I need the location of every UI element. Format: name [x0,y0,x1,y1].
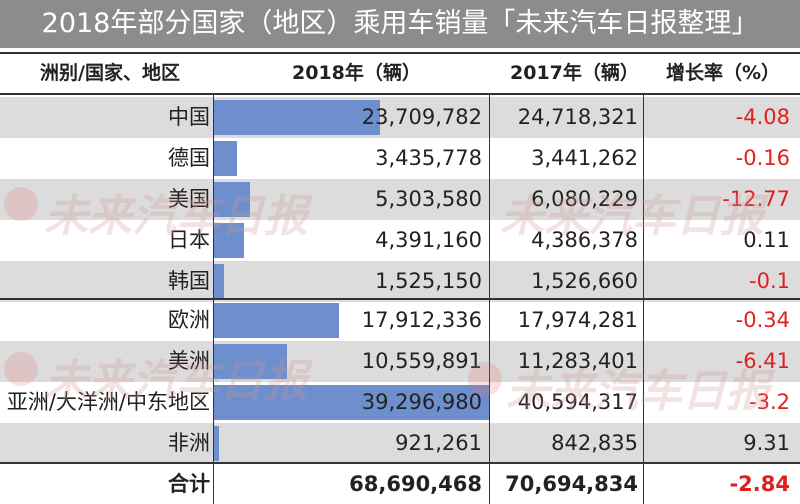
table-row: 美洲 10,559,891 11,283,401 -6.41 [0,341,800,382]
cell-2018: 23,709,782 [361,105,482,129]
cell-growth: 9.31 [743,431,790,455]
cell-growth: -0.34 [735,308,790,332]
bar-2018 [213,141,237,176]
header-2017: 2017年（辆） [510,62,639,84]
cell-2018: 17,912,336 [361,308,482,332]
cell-2017: 1,526,660 [531,269,638,293]
cell-growth: 0.11 [743,228,790,252]
cell-2017: 17,974,281 [517,308,638,332]
total-divider [0,462,800,464]
bar-2018 [213,264,224,299]
cell-2018: 3,435,778 [375,146,482,170]
cell-growth: -12.77 [722,187,790,211]
cell-growth: -6.41 [735,349,790,373]
group-divider [0,298,800,300]
cell-2017: 24,718,321 [517,105,638,129]
table-row: 德国 3,435,778 3,441,262 -0.16 [0,138,800,179]
header-growth: 增长率（%） [666,62,781,84]
total-label: 合计 [168,472,210,496]
total-row: 合计 68,690,468 70,694,834 -2.84 [0,464,800,504]
cell-region: 韩国 [168,269,210,293]
cell-2018: 921,261 [395,431,482,455]
cell-growth: -3.2 [749,390,790,414]
bar-2018 [213,100,380,135]
total-2017: 70,694,834 [505,472,638,496]
header-2018: 2018年（辆） [292,62,421,84]
table-row: 韩国 1,525,150 1,526,660 -0.1 [0,261,800,302]
cell-region: 欧洲 [168,308,210,332]
bar-2018 [213,426,219,461]
cell-2017: 842,835 [551,431,638,455]
cell-growth: -4.08 [735,105,790,129]
cell-growth: -0.16 [735,146,790,170]
table-header: 洲别/国家、地区 2018年（辆） 2017年（辆） 增长率（%） [0,52,800,95]
total-growth: -2.84 [729,472,790,496]
cell-2017: 40,594,317 [517,390,638,414]
cell-2018: 5,303,580 [375,187,482,211]
cell-2018: 4,391,160 [375,228,482,252]
table-row: 欧洲 17,912,336 17,974,281 -0.34 [0,300,800,341]
cell-growth: -0.1 [749,269,790,293]
cell-2017: 6,080,229 [531,187,638,211]
cell-region: 中国 [168,105,210,129]
cell-region: 日本 [168,228,210,252]
page-title: 2018年部分国家（地区）乘用车销量「未来汽车日报整理」 [0,0,800,48]
watermark-logo-icon [4,352,38,386]
table-row: 亚洲/大洋洲/中东地区 39,296,980 40,594,317 -3.2 [0,382,800,423]
bar-2018 [213,223,244,258]
cell-region: 美洲 [168,349,210,373]
table-row: 中国 23,709,782 24,718,321 -4.08 [0,97,800,138]
cell-region: 非洲 [168,431,210,455]
bar-2018 [213,303,339,338]
watermark-logo-icon [4,187,38,221]
cell-2017: 4,386,378 [531,228,638,252]
cell-2018: 1,525,150 [375,269,482,293]
table-row: 非洲 921,261 842,835 9.31 [0,423,800,464]
cell-2017: 11,283,401 [517,349,638,373]
bar-2018 [213,344,287,379]
cell-region: 亚洲/大洋洲/中东地区 [6,390,210,414]
bar-2018 [213,182,250,217]
header-region: 洲别/国家、地区 [40,62,180,84]
bar-2018 [213,385,489,420]
table-row: 日本 4,391,160 4,386,378 0.11 [0,220,800,261]
watermark-logo-icon [468,362,502,396]
cell-2017: 3,441,262 [531,146,638,170]
table-row: 美国 5,303,580 6,080,229 -12.77 [0,179,800,220]
cell-2018: 10,559,891 [361,349,482,373]
cell-region: 美国 [168,187,210,211]
cell-region: 德国 [168,146,210,170]
cell-2018: 39,296,980 [361,390,482,414]
total-2018: 68,690,468 [349,472,482,496]
